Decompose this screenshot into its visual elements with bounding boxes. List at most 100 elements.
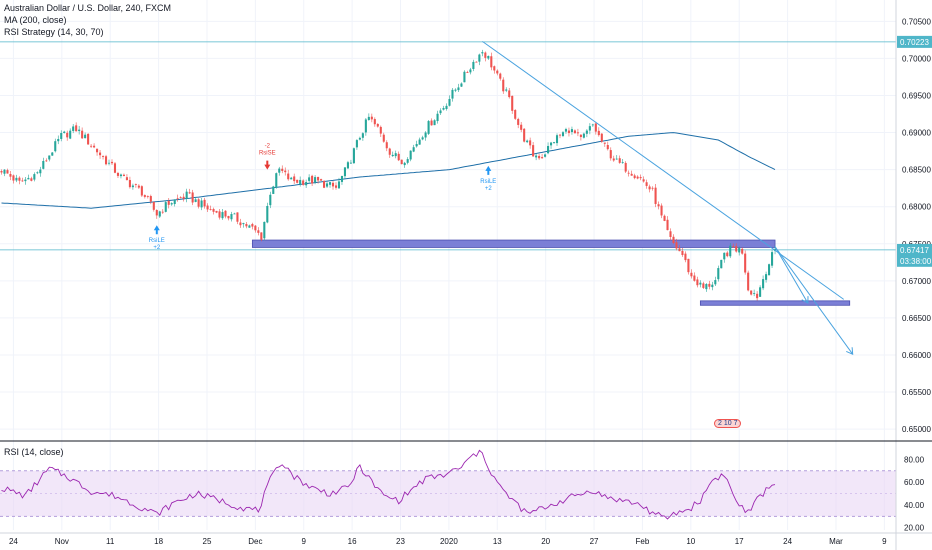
trendline-arrowhead	[801, 296, 809, 304]
candle-body	[248, 225, 251, 228]
candle-body	[188, 192, 191, 194]
candle-body	[302, 180, 305, 185]
signal-count: +2	[153, 245, 161, 251]
time-tick-label: Mar	[829, 537, 843, 546]
price-tag-box	[897, 254, 932, 267]
candle-body	[442, 108, 445, 110]
candle-body	[693, 275, 696, 281]
candle-body	[21, 180, 24, 182]
candle-body	[57, 139, 60, 142]
candle-body	[759, 287, 762, 297]
candle-body	[233, 213, 236, 215]
candle-body	[475, 61, 478, 63]
candle-body	[520, 124, 523, 130]
candle-body	[149, 196, 152, 202]
time-tick-label: 13	[493, 537, 502, 546]
candle-body	[194, 199, 197, 202]
rsi-tick-label: 60.00	[904, 478, 925, 487]
candle-body	[379, 126, 382, 134]
candle-body	[451, 89, 454, 99]
price-tag-label: 0.70223	[900, 38, 929, 47]
candle-body	[72, 126, 75, 131]
x-ticks: 24 Nov 11 18 25 Dec 9 16 23 2020 13 20 27 Feb 10 17 24 Ma…	[9, 537, 887, 546]
candle-body	[642, 179, 645, 182]
candle-body	[511, 95, 514, 111]
candle-body	[134, 184, 137, 186]
candle-body	[675, 242, 678, 249]
candle-body	[346, 162, 349, 169]
candle-body	[609, 150, 612, 159]
candle-body	[60, 133, 63, 139]
candle-body	[744, 253, 747, 273]
price-tick-label: 0.67000	[902, 277, 931, 286]
candle-body	[6, 170, 9, 174]
candle-body	[376, 123, 379, 127]
price-labels: 0.70223 0.67417 03:38:00	[897, 35, 932, 267]
time-tick-label: 9	[302, 537, 307, 546]
candle-body	[110, 161, 114, 164]
candle-body	[585, 130, 588, 134]
candle-body	[535, 155, 538, 158]
candle-body	[660, 205, 663, 216]
candle-body	[308, 177, 311, 181]
candle-body	[729, 245, 732, 257]
candle-body	[469, 69, 472, 73]
candle-body	[373, 119, 376, 125]
time-tick-label: 9	[882, 537, 887, 546]
candle-body	[573, 130, 576, 134]
rsi-y-ticks: 80.00 60.00 40.00 20.00	[904, 455, 925, 532]
candle-body	[702, 283, 705, 288]
candle-body	[0, 171, 3, 173]
candle-body	[18, 177, 21, 181]
candle-body	[735, 246, 738, 252]
candle-body	[454, 89, 457, 91]
support-resistance-zone	[251, 239, 776, 248]
candle-body	[361, 133, 364, 138]
trendline	[482, 40, 845, 300]
candle-body	[221, 212, 224, 219]
candle-body	[588, 126, 591, 131]
candle-body	[263, 221, 266, 239]
candle-body	[66, 132, 69, 138]
candle-body	[176, 198, 179, 200]
candle-body	[618, 158, 621, 163]
support-resistance-zone	[699, 300, 851, 306]
candle-body	[648, 186, 651, 190]
candle-body	[699, 282, 702, 285]
candle-body	[603, 142, 606, 144]
candle-body	[352, 148, 355, 164]
candle-body	[340, 175, 344, 182]
candle-body	[358, 137, 361, 140]
time-tick-label: 10	[686, 537, 695, 546]
candle-body	[314, 177, 317, 183]
candle-body	[708, 283, 711, 287]
ma-legend: MA (200, close)	[4, 15, 67, 25]
candle-body	[612, 158, 615, 161]
candle-body	[409, 150, 412, 160]
candle-body	[672, 236, 675, 243]
candle-body	[690, 272, 693, 277]
signal-badge[interactable]: 2 10 7	[714, 419, 742, 428]
candle-body	[765, 274, 768, 280]
candle-body	[278, 168, 281, 173]
time-tick-label: 24	[783, 537, 792, 546]
candle-body	[275, 173, 278, 188]
candle-body	[552, 142, 556, 144]
candle-body	[116, 172, 120, 176]
candle-body	[484, 52, 487, 58]
candle-body	[684, 253, 687, 261]
candle-body	[547, 146, 550, 154]
rsi-tick-label: 20.00	[904, 524, 925, 533]
candle-body	[457, 87, 460, 91]
candle-body	[323, 181, 326, 188]
candle-body	[39, 169, 42, 174]
candle-body	[397, 153, 400, 161]
price-tick-label: 0.69500	[902, 91, 931, 100]
candle-body	[600, 133, 603, 142]
price-tick-label: 0.65500	[902, 388, 931, 397]
candle-body	[128, 180, 131, 188]
candle-body	[185, 191, 188, 199]
candle-body	[427, 121, 430, 134]
